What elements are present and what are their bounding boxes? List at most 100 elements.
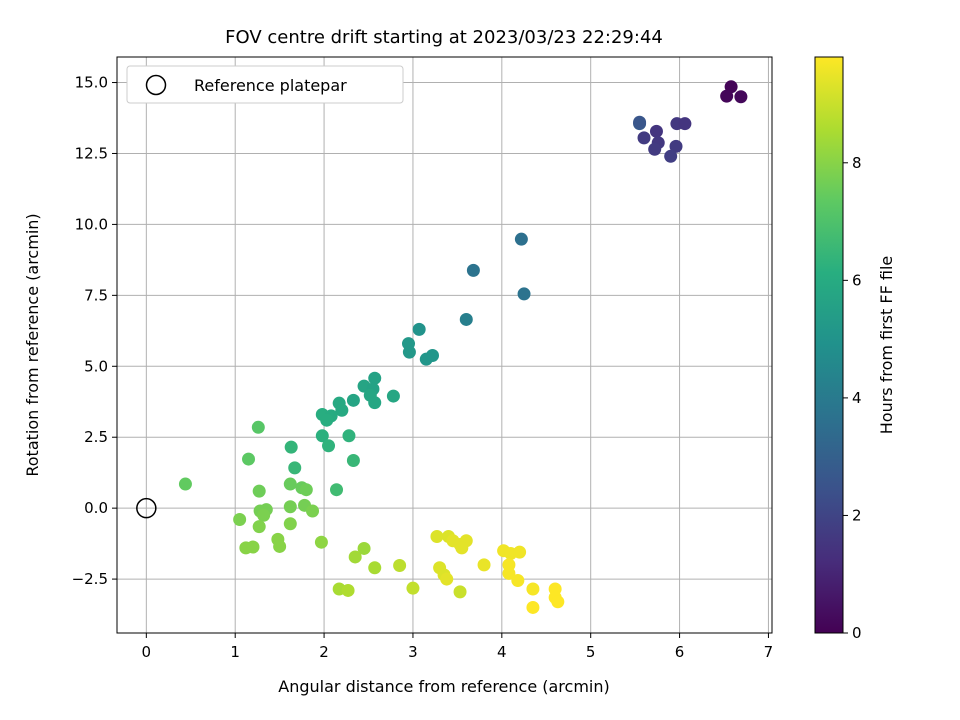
data-point — [368, 396, 382, 410]
colorbar-tick-label: 0 — [852, 624, 862, 642]
data-point — [649, 124, 663, 138]
y-tick-label: 12.5 — [75, 144, 108, 162]
data-point — [526, 600, 540, 614]
data-point — [348, 550, 362, 564]
colorbar-tick-label: 8 — [852, 154, 862, 172]
data-point — [734, 90, 748, 104]
data-point — [633, 115, 647, 129]
data-point — [453, 585, 467, 599]
y-tick-label: 5.0 — [84, 357, 108, 375]
legend-label-reference-platepar: Reference platepar — [194, 76, 347, 95]
data-point — [284, 440, 298, 454]
data-point — [299, 483, 313, 497]
colorbar-gradient — [814, 56, 844, 634]
data-point — [368, 371, 382, 385]
y-tick-label: 2.5 — [84, 428, 108, 446]
data-point — [412, 322, 426, 336]
data-point — [720, 89, 734, 103]
data-point — [551, 595, 565, 609]
data-point — [252, 520, 266, 534]
x-tick-label: 4 — [497, 643, 507, 661]
data-point — [288, 461, 302, 475]
data-point — [283, 500, 297, 514]
data-point — [357, 541, 371, 555]
data-point — [252, 484, 266, 498]
data-point — [386, 389, 400, 403]
data-point — [320, 413, 334, 427]
data-point — [669, 139, 683, 153]
x-tick-label: 1 — [230, 643, 240, 661]
data-point — [477, 558, 491, 572]
colorbar-tick-label: 6 — [852, 271, 862, 289]
data-point — [419, 352, 433, 366]
data-point — [346, 453, 360, 467]
data-point — [511, 574, 525, 588]
data-point — [440, 572, 454, 586]
data-point — [322, 439, 336, 453]
data-point — [306, 504, 320, 518]
plot-area-frame — [116, 56, 773, 634]
data-point — [637, 131, 651, 145]
data-point — [648, 142, 662, 156]
data-point — [430, 530, 444, 544]
data-point — [346, 393, 360, 407]
data-point — [246, 540, 260, 554]
data-point — [341, 583, 355, 597]
legend-open-circle-marker — [145, 74, 167, 96]
data-point — [335, 403, 349, 417]
colorbar-tick-label: 2 — [852, 506, 862, 524]
data-point — [393, 558, 407, 572]
x-tick-label: 2 — [319, 643, 329, 661]
data-point — [315, 429, 329, 443]
data-point — [368, 561, 382, 575]
y-axis-label: Rotation from reference (arcmin) — [23, 213, 42, 476]
y-tick-label: 15.0 — [75, 74, 108, 92]
data-point — [273, 539, 287, 553]
x-tick-label: 5 — [586, 643, 596, 661]
data-point — [517, 287, 531, 301]
legend: Reference platepar — [126, 65, 404, 104]
data-point — [455, 541, 469, 555]
x-tick-label: 7 — [764, 643, 774, 661]
y-tick-label: 0.0 — [84, 499, 108, 517]
data-point — [242, 452, 256, 466]
colorbar-ticks: 0 2 4 6 8 — [843, 154, 862, 642]
data-point — [678, 117, 692, 131]
data-point — [342, 429, 356, 443]
colorbar: 0 2 4 6 8 Hours from first FF file — [814, 56, 896, 642]
legend-box — [126, 65, 404, 104]
x-axis-ticks: 0 1 2 3 4 5 6 7 — [142, 633, 774, 661]
x-axis-label: Angular distance from reference (arcmin) — [278, 677, 609, 696]
x-tick-label: 3 — [408, 643, 418, 661]
gridlines — [117, 57, 772, 633]
data-point — [459, 312, 473, 326]
data-points — [178, 80, 748, 614]
data-point — [314, 535, 328, 549]
y-tick-label: 10.0 — [75, 215, 108, 233]
data-point — [330, 483, 344, 497]
data-point — [283, 477, 297, 491]
data-point — [233, 513, 247, 527]
data-point — [251, 420, 265, 434]
data-point — [283, 517, 297, 531]
data-point — [402, 345, 416, 359]
data-point — [178, 477, 192, 491]
data-point — [466, 263, 480, 277]
y-tick-label: −2.5 — [72, 570, 108, 588]
colorbar-label: Hours from first FF file — [877, 256, 896, 435]
data-point — [664, 149, 678, 163]
data-point — [502, 566, 516, 580]
y-tick-label: 7.5 — [84, 286, 108, 304]
data-point — [514, 232, 528, 246]
data-point — [513, 545, 527, 559]
colorbar-tick-label: 4 — [852, 389, 862, 407]
reference-platepar-marker — [136, 497, 157, 519]
y-axis-ticks: −2.5 0.0 2.5 5.0 7.5 10.0 12.5 15.0 — [72, 74, 117, 588]
chart-title: FOV centre drift starting at 2023/03/23 … — [225, 27, 663, 48]
data-point — [257, 508, 271, 522]
x-tick-label: 6 — [675, 643, 685, 661]
data-point — [406, 581, 420, 595]
data-point — [526, 582, 540, 596]
x-tick-label: 0 — [142, 643, 152, 661]
